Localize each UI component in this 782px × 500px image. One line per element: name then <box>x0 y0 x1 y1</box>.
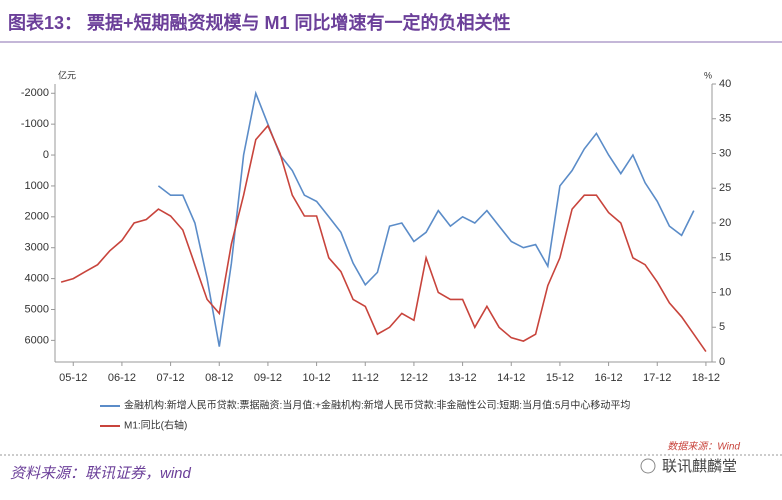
series-line <box>60 124 707 353</box>
y2-tick-label: 0 <box>719 356 725 368</box>
y-tick-label: 3000 <box>25 242 49 254</box>
x-tick-label: 06-12 <box>108 372 136 384</box>
x-tick-label: 10-12 <box>303 372 331 384</box>
y2-tick-label: 20 <box>719 217 731 229</box>
x-tick-label: 07-12 <box>157 372 185 384</box>
x-tick-label: 09-12 <box>254 372 282 384</box>
x-tick-label: 17-12 <box>643 372 671 384</box>
series-line <box>157 90 695 347</box>
y2-tick-label: 15 <box>719 252 731 264</box>
x-tick-label: 14-12 <box>497 372 525 384</box>
y-tick-label: 2000 <box>25 211 49 223</box>
x-tick-label: 08-12 <box>205 372 233 384</box>
y2-tick-label: 5 <box>719 321 725 333</box>
source: 资料来源：联讯证券，wind <box>10 465 192 482</box>
chart-title: 图表13： 票据+短期融资规模与 M1 同比增速有一定的负相关性 <box>8 12 511 33</box>
x-tick-label: 16-12 <box>595 372 623 384</box>
x-tick-label: 15-12 <box>546 372 574 384</box>
legend-label: 金融机构:新增人民币贷款:票据融资:当月值:+金融机构:新增人民币贷款:非金融性… <box>124 399 630 412</box>
x-tick-label: 12-12 <box>400 372 428 384</box>
watermark-icon <box>640 458 656 474</box>
y2-tick-label: 35 <box>719 113 731 125</box>
x-tick-label: 05-12 <box>59 372 87 384</box>
y-axis-label: 亿元 <box>58 69 76 80</box>
y2-tick-label: 25 <box>719 182 731 194</box>
y2-axis-label: % <box>704 70 712 80</box>
y2-tick-label: 10 <box>719 286 731 298</box>
x-tick-label: 11-12 <box>352 372 379 384</box>
legend-label: M1:同比(右轴) <box>124 419 187 432</box>
y2-tick-label: 40 <box>719 78 731 90</box>
y-tick-label: 0 <box>43 149 49 161</box>
y-tick-label: -1000 <box>21 118 49 130</box>
data-source: 数据来源：Wind <box>667 441 740 453</box>
y2-tick-label: 30 <box>719 147 731 159</box>
y-tick-label: 4000 <box>25 273 49 285</box>
y-tick-label: -2000 <box>21 87 49 99</box>
x-tick-label: 18-12 <box>692 372 720 384</box>
watermark: 联讯麒麟堂 <box>662 458 737 475</box>
y-tick-label: 6000 <box>25 334 49 346</box>
y-tick-label: 5000 <box>25 303 49 315</box>
y-tick-label: 1000 <box>25 180 49 192</box>
x-tick-label: 13-12 <box>449 372 477 384</box>
